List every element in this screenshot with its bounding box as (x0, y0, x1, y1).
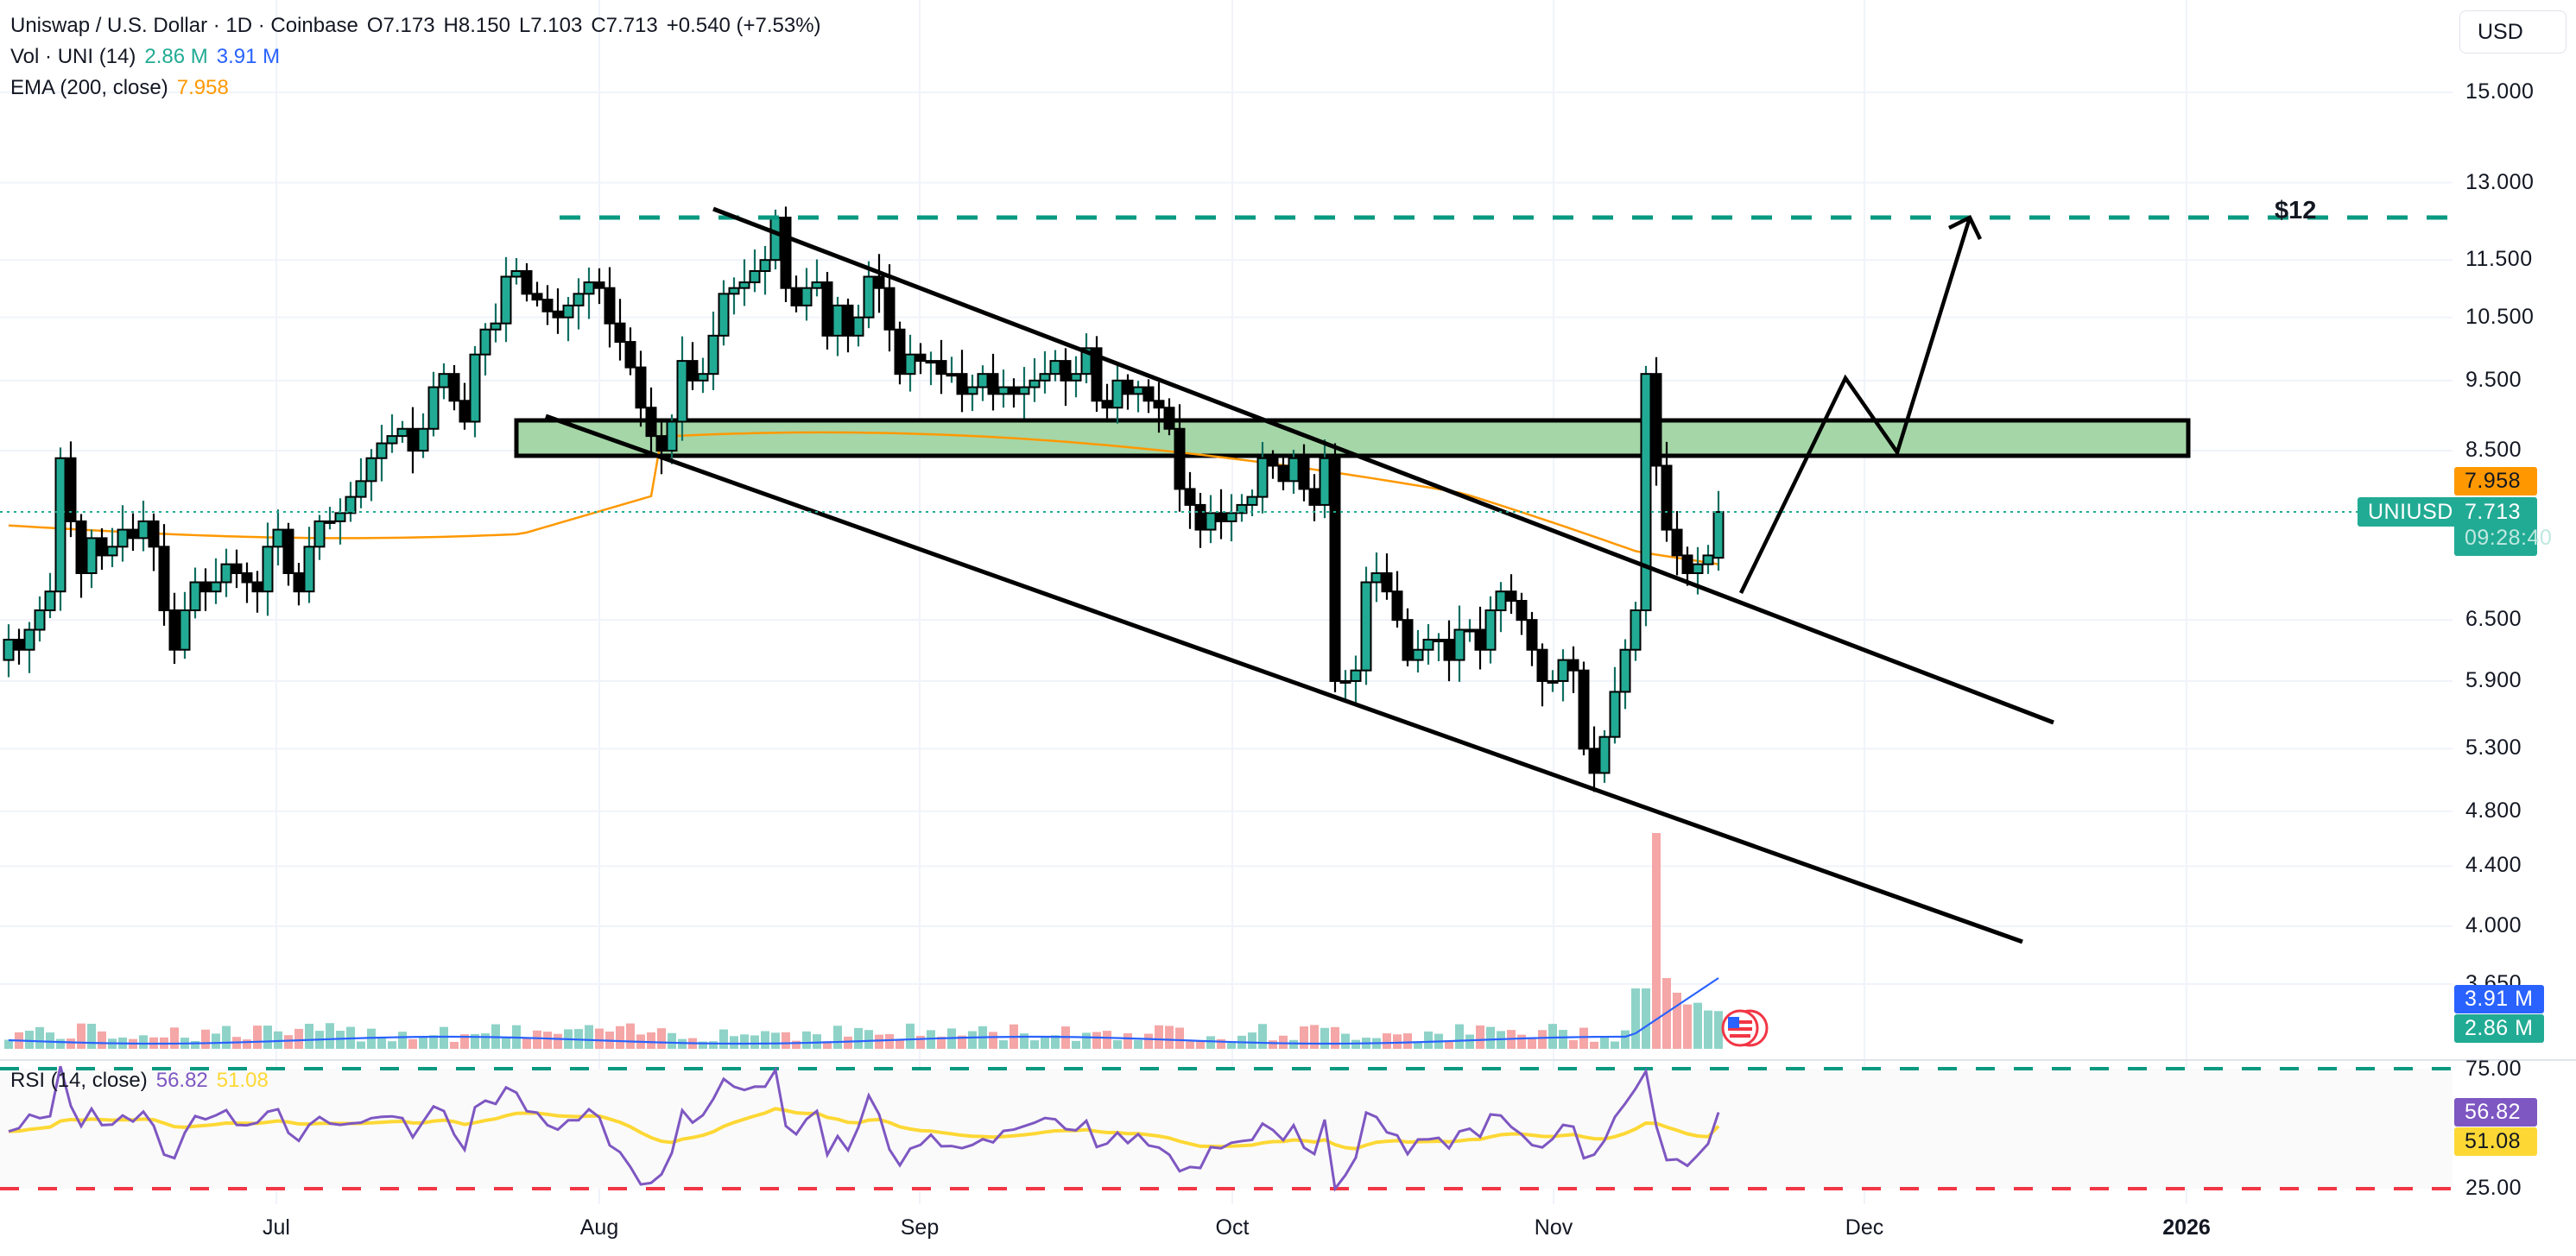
trendline-drawings[interactable] (0, 206, 2453, 944)
ema-legend[interactable]: EMA (200, close) 7.958 (10, 74, 237, 102)
price-axis-label: 11.500 (2465, 247, 2533, 272)
price-axis-label: 5.300 (2465, 735, 2522, 761)
rsi-value: 56.82 (155, 1069, 208, 1092)
ohlc-open: O7.173 (366, 14, 435, 37)
price-axis-label: 9.500 (2465, 367, 2522, 392)
symbol-title: Uniswap / U.S. Dollar · 1D · Coinbase (10, 14, 358, 37)
rsi-upper-label: 75.00 (2465, 1057, 2522, 1081)
time-axis-label: Jul (263, 1215, 290, 1240)
ohlc-close: C7.713 (591, 14, 658, 37)
ema-value: 7.958 (176, 76, 229, 99)
price-axis-label: 4.000 (2465, 913, 2522, 937)
price-axis-label: 4.400 (2465, 853, 2522, 878)
time-axis-label: Aug (579, 1215, 619, 1240)
support-resistance-zone[interactable] (514, 418, 2191, 458)
symbol-tag: UNIUSD (2358, 497, 2464, 527)
price-axis-label: 10.500 (2465, 304, 2535, 329)
time-axis-label: Sep (900, 1215, 940, 1240)
ohlc-change: +0.540 (+7.53%) (666, 14, 821, 37)
price-axis-label: 13.000 (2465, 169, 2535, 194)
last-price-tag: 7.713 09:28:40 (2454, 497, 2553, 556)
volume-histogram (4, 833, 1723, 1049)
ema-label: EMA (200, close) (10, 76, 168, 99)
ohlc-high: H8.150 (443, 14, 510, 37)
time-axis-label: Dec (1845, 1215, 1884, 1240)
us-flag-event-icon[interactable] (1721, 1008, 1769, 1048)
time-axis-label: Nov (1534, 1215, 1573, 1240)
volume-legend[interactable]: Vol · UNI (14) 2.86 M 3.91 M (10, 43, 288, 71)
currency-button[interactable]: USD (2459, 10, 2567, 54)
rsi-pane (0, 1065, 2453, 1192)
rsi-legend[interactable]: RSI (14, close) 56.82 51.08 (10, 1067, 277, 1095)
last-price-value: 7.713 (2465, 500, 2522, 524)
candlestick-series (3, 206, 1725, 792)
rsi-ma-tag: 51.08 (2454, 1127, 2537, 1156)
ohlc-low: L7.103 (518, 14, 583, 37)
chart-grid (0, 0, 2576, 1204)
time-axis-label: 2026 (2162, 1215, 2211, 1240)
price-axis-label: 15.000 (2465, 79, 2535, 104)
price-axis-label: 4.800 (2465, 798, 2522, 823)
price-axis-label: 6.500 (2465, 607, 2522, 632)
price-axis-label: 8.500 (2465, 438, 2522, 463)
rsi-value-tag: 56.82 (2454, 1098, 2537, 1127)
ema-price-tag: 7.958 (2454, 467, 2537, 495)
rsi-ma-value: 51.08 (216, 1069, 269, 1092)
symbol-legend[interactable]: Uniswap / U.S. Dollar · 1D · Coinbase O7.… (10, 12, 830, 40)
volume-value: 2.86 M (144, 45, 208, 68)
price-axis-label: 5.900 (2465, 667, 2522, 692)
rsi-label: RSI (14, close) (10, 1069, 148, 1092)
volume-ma-value: 3.91 M (216, 45, 281, 68)
volume-ma-tag: 3.91 M (2454, 985, 2544, 1013)
volume-label: Vol · UNI (14) (10, 45, 136, 68)
volume-tag: 2.86 M (2454, 1014, 2544, 1043)
rsi-lower-label: 25.00 (2465, 1176, 2522, 1200)
bar-countdown: 09:28:40 (2465, 526, 2553, 550)
target-price-label: $12 (2275, 197, 2317, 224)
time-axis-label: Oct (1215, 1215, 1250, 1240)
